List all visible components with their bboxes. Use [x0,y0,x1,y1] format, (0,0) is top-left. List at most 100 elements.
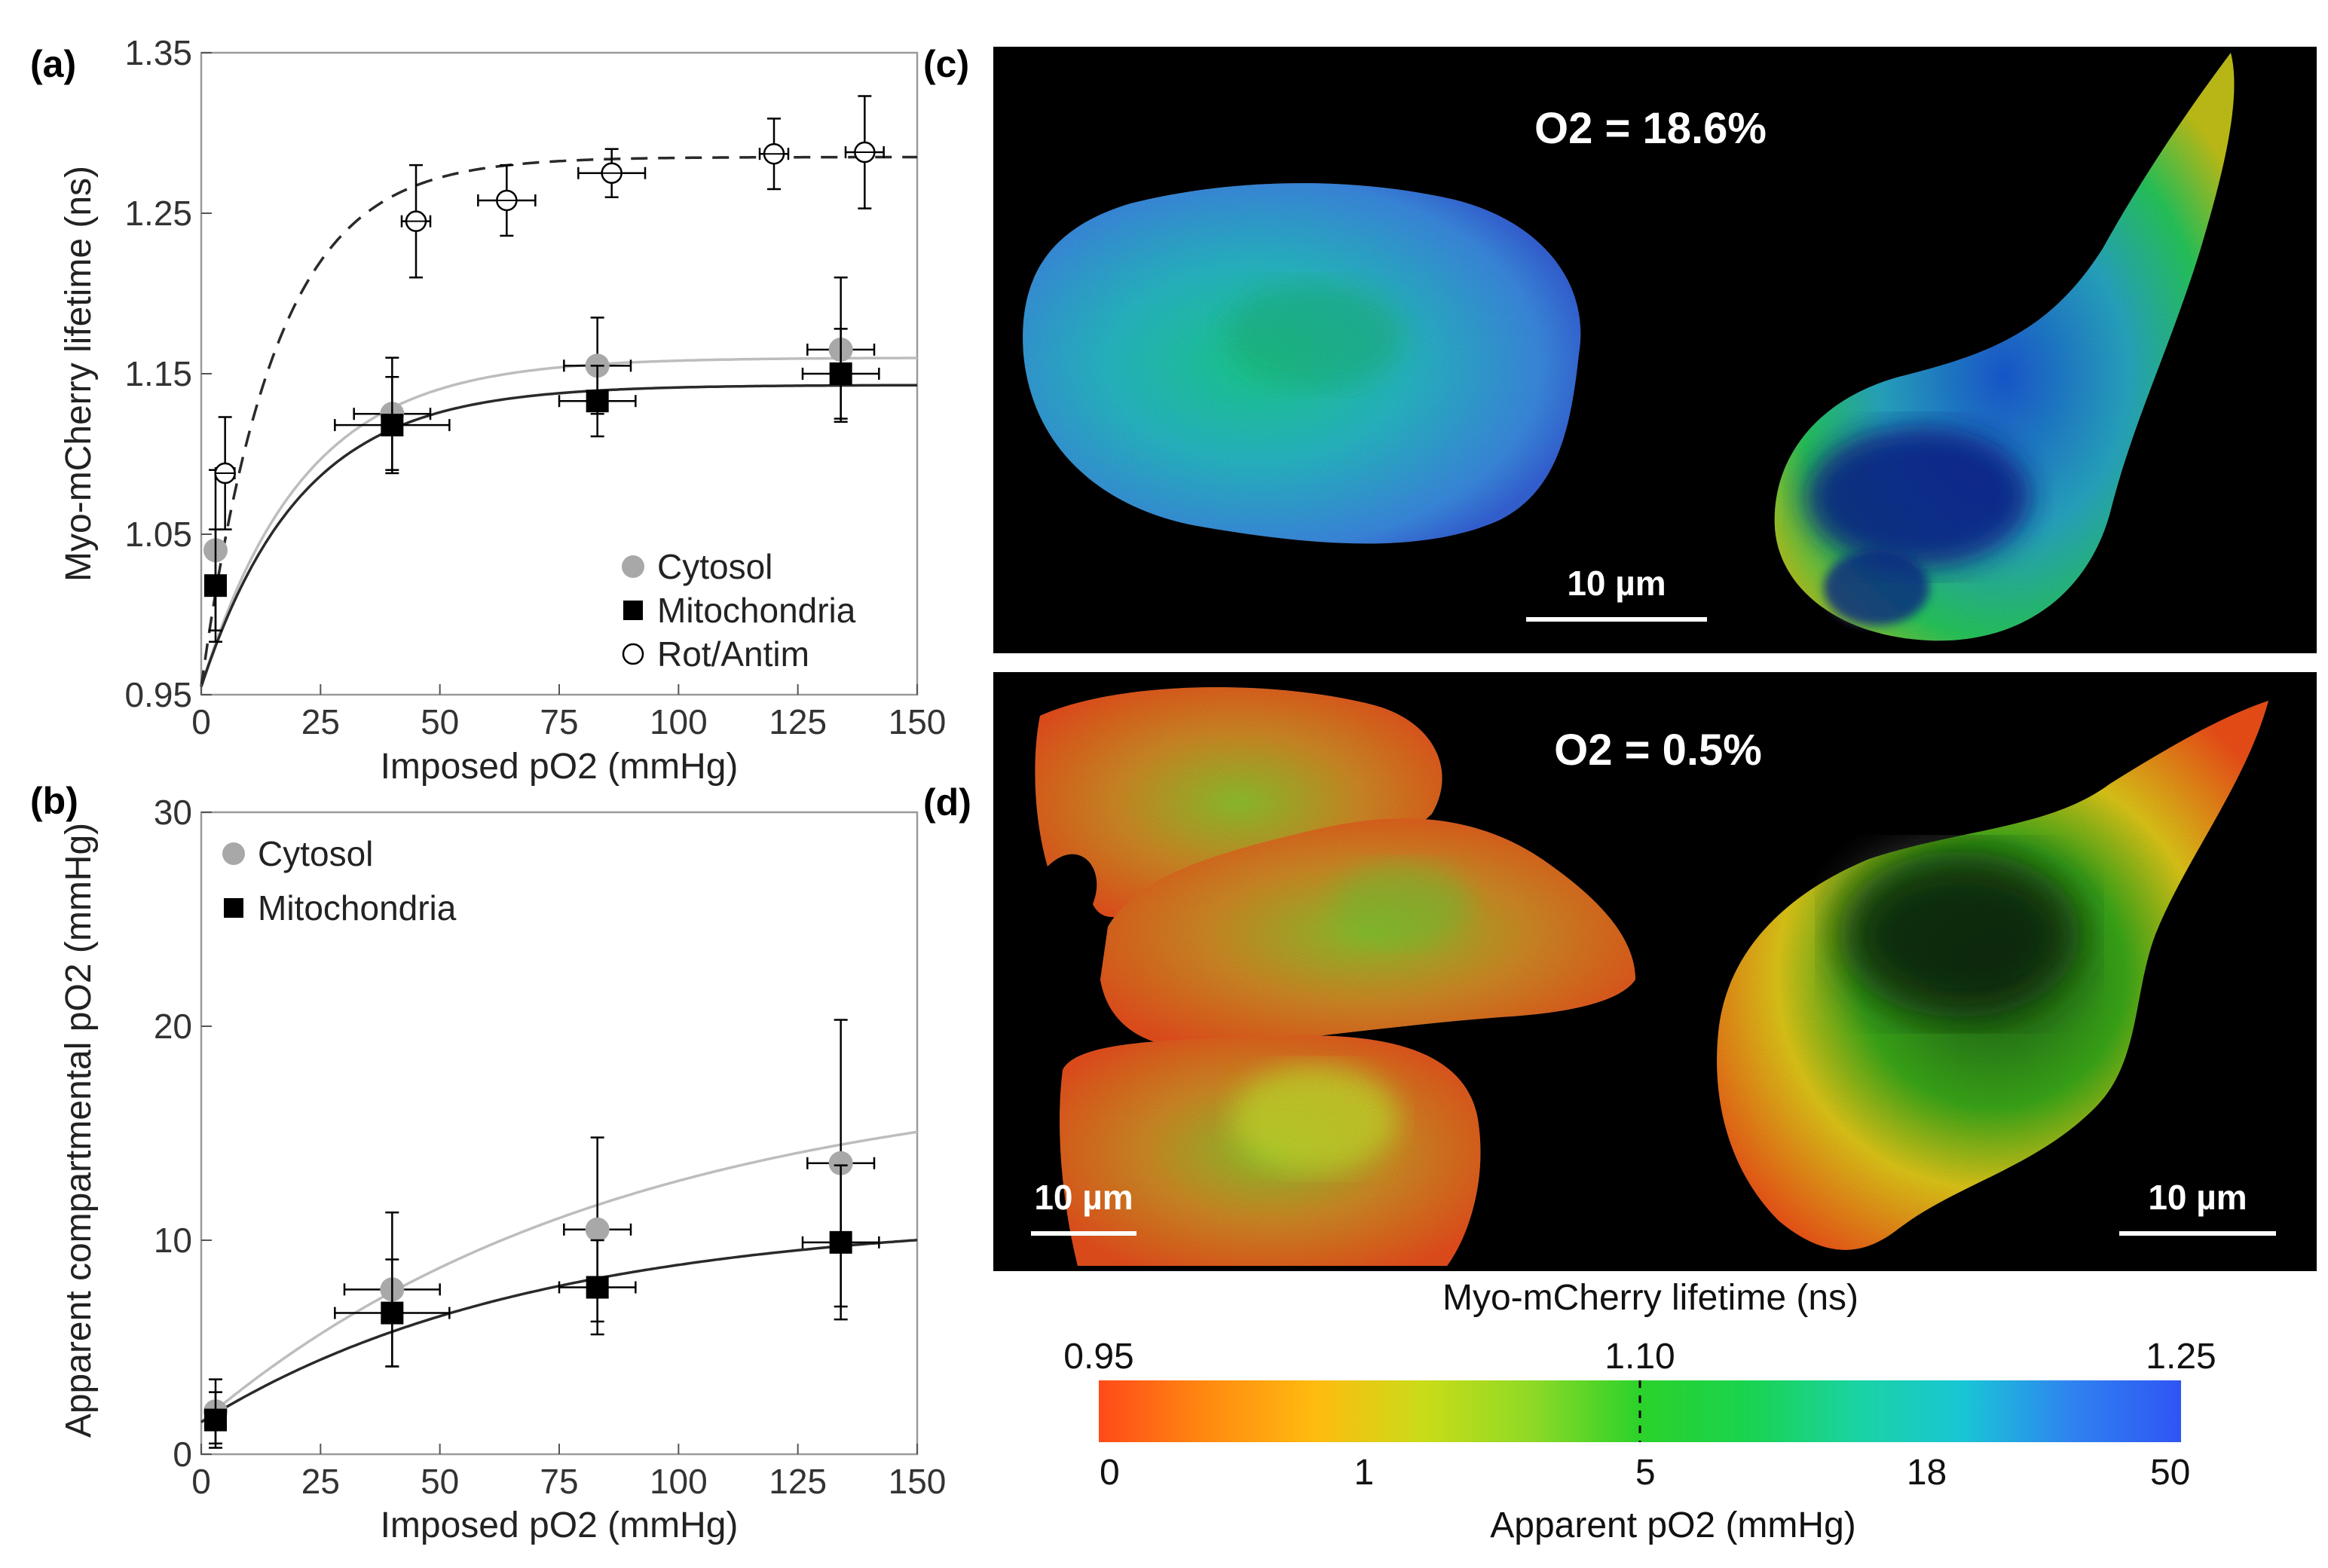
micrograph-d-scalebar-right-label: 10 µm [2148,1178,2247,1217]
panel-b-fit-cytosol [200,1130,918,1423]
panel-a-x-tick-label: 25 [301,702,340,741]
panel-a-x-axis-label: Imposed pO2 (mmHg) [381,747,739,787]
panel-a-point-mitochondria [558,365,637,438]
panel-a-x-tick-label: 75 [540,702,578,741]
panel-a-y-tick-label: 1.15 [124,354,192,393]
panel-a-legend-item-rot-antim: Rot/Antim [622,634,809,674]
panel-a-y-tick-label: 1.25 [124,194,192,233]
panel-a-y-tick-label: 1.35 [124,33,192,72]
legend-label: Mitochondria [657,591,856,630]
panel-b-legend-item-mitochondria: Mitochondria [224,888,457,928]
panel-b-x-tick-label: 50 [421,1462,459,1501]
panel-a-x-tick-label: 100 [650,702,708,741]
panel-b-y-tick-label: 0 [173,1435,192,1474]
panel-a-fit-rot-antim [200,155,917,687]
panel-b-x-tick-label: 25 [301,1462,340,1501]
panel-a-legend-item-mitochondria: Mitochondria [623,591,856,630]
panel-a-x-tick-label: 50 [421,702,459,741]
legend-label: Cytosol [657,547,772,586]
panel-a-point-rot-antim [477,164,537,237]
marker-square [586,390,609,413]
panel-d: O2 = 0.5% 10 µm 10 µm (d) [923,672,2317,1271]
marker-square [829,362,852,385]
panel-b-x-tick-label: 0 [191,1462,211,1501]
marker-circle [585,1217,610,1242]
legend-circle-marker [622,555,644,578]
panel-b-legend: Cytosol Mitochondria [222,834,457,928]
panel-b-y-tick-label: 30 [154,793,192,832]
panel-a-point-rot-antim [400,164,432,279]
panel-a-point-rot-antim [214,416,236,530]
colorbar-title: Myo-mCherry lifetime (ns) [1442,1278,1858,1318]
marker-square [204,1408,227,1432]
panel-b-y-tick-label: 10 [154,1221,192,1260]
panel-b-legend-item-cytosol: Cytosol [222,834,373,873]
panel-b-point-mitochondria [801,1164,880,1321]
legend-square-marker [224,898,243,918]
panel-a-label: (a) [30,43,76,85]
micrograph-d-title: O2 = 0.5% [1554,726,1762,775]
marker-circle [828,1151,853,1175]
panel-a-legend-item-cytosol: Cytosol [622,547,772,586]
micrograph-c-title: O2 = 18.6% [1534,104,1767,153]
panel-a-point-rot-antim [758,118,790,191]
colorbar-bottom-tick-label: 0 [1100,1453,1120,1493]
colorbar-bottom-tick-label: 50 [2150,1453,2190,1493]
cell-d-right-nucleus [1839,851,2080,1017]
panel-b-y-tick-label: 20 [154,1007,192,1046]
panel-a-x-tick-label: 150 [889,702,947,741]
marker-square [381,414,404,437]
micrograph-d-scalebar-left-label: 10 µm [1034,1178,1133,1217]
panel-a-legend: Cytosol Mitochondria Rot/Antim [622,547,856,674]
panel-b-x-tick-label: 100 [650,1462,708,1501]
marker-square [204,574,227,598]
legend-label: Mitochondria [258,888,457,928]
colorbar-top-tick-label: 1.10 [1605,1337,1675,1377]
panel-a-x-tick-label: 0 [191,702,211,741]
panel-a-point-mitochondria [801,328,880,420]
colorbar-bottom-tick-label: 5 [1635,1453,1656,1493]
micrograph-c-cells [1023,53,2235,641]
panel-b-point-mitochondria [558,1239,637,1336]
panel-a-y-tick-label: 0.95 [124,675,192,714]
legend-square-marker [623,601,643,620]
micrograph-d-cells [1035,687,2268,1266]
panel-a-point-mitochondria [334,376,451,475]
panel-a-y-tick-label: 1.05 [124,515,192,554]
cell-c-left-nucleus [1225,283,1406,388]
panel-b-x-tick-label: 75 [540,1462,578,1501]
legend-open-circle-marker [622,643,644,665]
colorbar: Myo-mCherry lifetime (ns) 0.95 1.10 1.25 0… [1063,1278,2216,1545]
marker-square [829,1230,852,1254]
panel-a-y-axis-label: Myo-mCherry lifetime (ns) [59,166,99,582]
legend-label: Rot/Antim [657,634,809,674]
panel-b-x-axis-label: Imposed pO2 (mmHg) [381,1505,739,1545]
panel-b-y-axis-label: Apparent compartmental pO2 (mmHg) [59,823,99,1438]
panel-b: (b) 0 25 50 75 100 125 150 0 10 20 30 Imposed pO2… [30,780,946,1545]
colorbar-top-tick-label: 0.95 [1063,1337,1133,1377]
panel-b-x-tick-label: 150 [889,1462,947,1501]
cell-d-top-left [1035,687,1442,918]
micrograph-c-scalebar-label: 10 µm [1567,564,1666,603]
cell-d-bottom-nucleus [1232,1066,1398,1172]
panel-c-label: (c) [923,43,969,85]
panel-a-point-rot-antim [577,148,647,198]
panel-a-x-tick-label: 125 [769,702,827,741]
legend-label: Cytosol [258,834,373,873]
cell-d-middle-nucleus [1334,863,1470,946]
panel-a-point-rot-antim [844,95,885,209]
colorbar-bottom-tick-label: 18 [1907,1453,1947,1493]
panel-a-fit-cytosol [200,356,917,687]
colorbar-top-tick-label: 1.25 [2146,1337,2216,1377]
colorbar-bottom-tick-label: 1 [1354,1453,1374,1493]
marker-square [381,1301,404,1325]
panel-a: (a) 0 25 50 75 100 125 150 0.95 1.05 1.15 1.25 1.3… [30,33,946,787]
panel-b-fit-mitochondria [200,1238,918,1423]
legend-circle-marker [222,842,245,865]
cell-c-right-nucleus-lobe [1824,550,1929,625]
panel-b-point-mitochondria [204,1391,227,1449]
panel-c: O2 = 18.6% 10 µm (c) [923,43,2317,653]
panel-b-label: (b) [30,780,78,822]
cell-c-right-nucleus [1805,426,2031,569]
